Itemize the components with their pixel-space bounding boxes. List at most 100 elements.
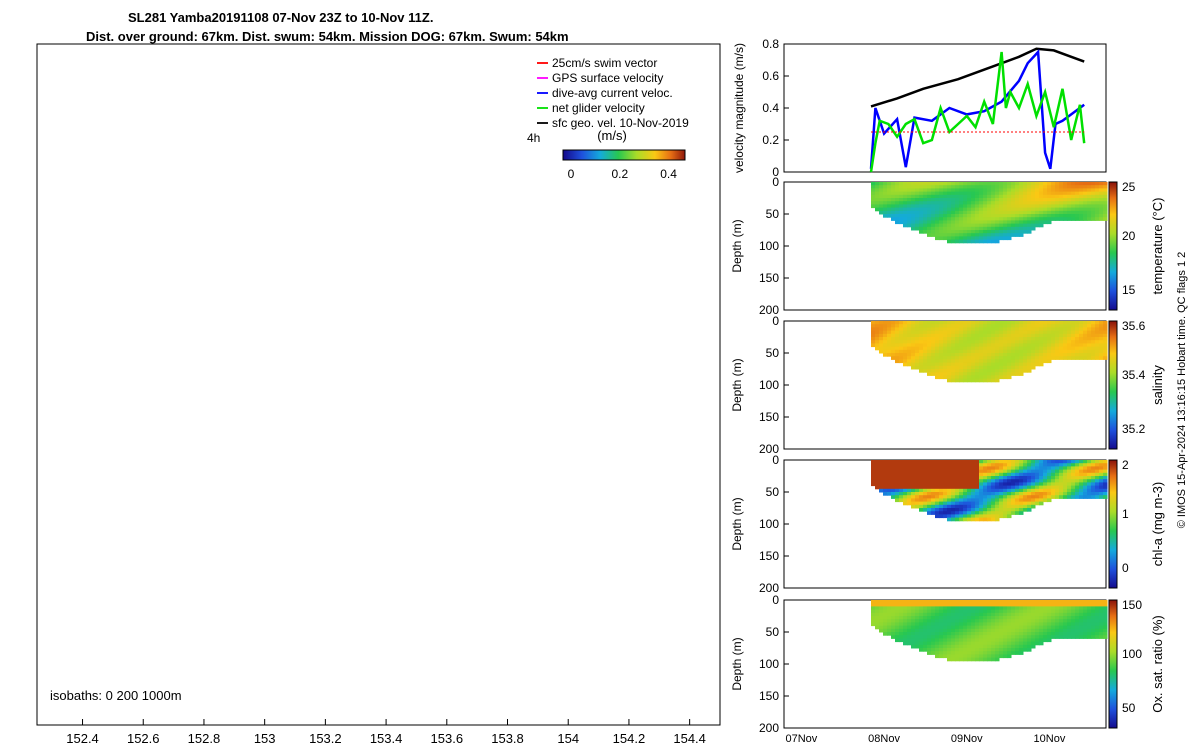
profile-cell <box>959 353 964 357</box>
profile-cell <box>991 619 996 623</box>
profile-cell <box>947 492 952 496</box>
profile-cell <box>903 356 908 360</box>
profile-cell <box>947 333 952 338</box>
profile-cell <box>959 600 964 604</box>
profile-cell <box>1003 501 1008 506</box>
profile-cell <box>911 476 916 480</box>
profile-cell <box>995 651 1000 655</box>
profile-cell <box>975 632 980 636</box>
colorbar-cell <box>1109 556 1117 558</box>
profile-cell <box>983 375 988 380</box>
colorbar-cell <box>1109 333 1117 335</box>
colorbar-cell <box>1109 600 1117 602</box>
profile-cell <box>967 210 972 215</box>
profile-cell <box>1051 207 1056 212</box>
profile-cell <box>1035 207 1040 212</box>
profile-cell <box>931 198 936 202</box>
profile-cell <box>935 191 940 196</box>
profile-cell <box>975 226 980 231</box>
profile-cell <box>1071 321 1076 325</box>
colorbar-cell <box>1109 576 1117 578</box>
profile-cell <box>1027 635 1032 639</box>
colorbar-cell <box>1109 182 1117 184</box>
profile-cell <box>1007 651 1012 655</box>
profile-cell <box>1063 210 1068 215</box>
profile-cell <box>1043 343 1048 348</box>
profile-cell <box>1027 501 1032 506</box>
profile-cell <box>939 337 944 341</box>
colorbar-cell <box>591 150 593 160</box>
profile-cell <box>1095 349 1100 354</box>
profile-cell <box>943 365 948 370</box>
profile-cell <box>1039 466 1044 471</box>
profile-cell <box>1047 495 1052 499</box>
profile-cell <box>943 466 948 471</box>
profile-cell <box>999 201 1004 205</box>
profile-cell <box>1075 622 1080 627</box>
profile-cell <box>1019 603 1024 607</box>
profile-cell <box>895 460 900 464</box>
profile-cell <box>1035 479 1040 483</box>
profile-cell <box>927 600 932 604</box>
profile-cell <box>983 191 988 196</box>
profile-cell <box>1011 321 1016 325</box>
profile-cell <box>907 356 912 360</box>
colorbar-cell <box>1109 297 1117 299</box>
colorbar-cell <box>635 150 637 160</box>
profile-cell <box>1103 210 1108 215</box>
profile-cell <box>1083 612 1088 617</box>
profile-cell <box>947 504 952 509</box>
profile-cell <box>923 469 928 474</box>
y-tick-label: 200 <box>759 581 779 595</box>
profile-cell <box>891 343 896 348</box>
profile-cell <box>991 236 996 241</box>
profile-cell <box>955 207 960 212</box>
profile-cell <box>963 511 968 515</box>
colorbar-cell <box>1109 230 1117 232</box>
profile-cell <box>1011 356 1016 360</box>
colorbar-cell <box>1109 536 1117 538</box>
profile-cell <box>963 337 968 341</box>
profile-cell <box>963 469 968 474</box>
colorbar-cell <box>1109 543 1117 545</box>
profile-cell <box>1079 346 1084 351</box>
profile-cell <box>911 185 916 189</box>
profile-cell <box>1007 362 1012 367</box>
profile-cell <box>951 365 956 370</box>
profile-cell <box>895 346 900 351</box>
profile-cell <box>951 635 956 639</box>
profile-cell <box>999 362 1004 367</box>
profile-cell <box>923 472 928 477</box>
profile-cell <box>955 321 960 325</box>
profile-cell <box>991 239 996 244</box>
profile-cell <box>1043 469 1048 474</box>
profile-cell <box>1087 185 1092 189</box>
profile-cell <box>1071 622 1076 627</box>
profile-cell <box>971 230 976 234</box>
profile-cell <box>967 321 972 325</box>
colorbar-cell <box>569 150 571 160</box>
profile-cell <box>1047 635 1052 639</box>
y-tick-label: 200 <box>759 442 779 456</box>
profile-cell <box>1099 628 1104 633</box>
profile-cell <box>1067 321 1072 325</box>
profile-cell <box>1087 191 1092 196</box>
profile-cell <box>1011 606 1016 611</box>
colorbar-cell <box>1109 196 1117 198</box>
profile-cell <box>983 625 988 630</box>
profile-cell <box>951 330 956 335</box>
profile-cell <box>1103 327 1108 332</box>
profile-cell <box>1023 327 1028 332</box>
profile-cell <box>1035 606 1040 611</box>
profile-cell <box>1091 600 1096 604</box>
profile-cell <box>983 226 988 231</box>
profile-cell <box>1075 191 1080 196</box>
profile-cell <box>1007 644 1012 649</box>
profile-cell <box>1031 226 1036 231</box>
profile-cell <box>955 504 960 509</box>
profile-cell <box>1079 353 1084 357</box>
colorbar-cell <box>1109 578 1117 580</box>
profile-cell <box>1067 616 1072 620</box>
profile-cell <box>1103 619 1108 623</box>
profile-cell <box>1015 333 1020 338</box>
